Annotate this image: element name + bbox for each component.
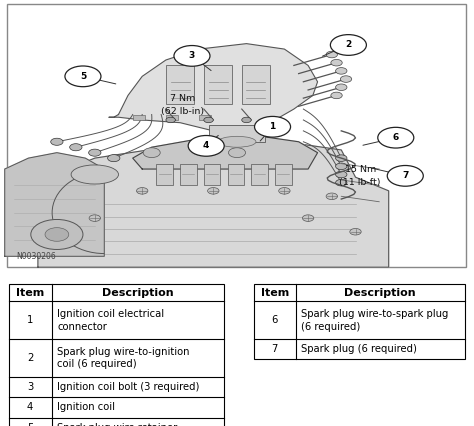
Text: N0030206: N0030206 bbox=[17, 252, 56, 261]
Circle shape bbox=[336, 171, 347, 178]
Bar bbox=[180, 164, 197, 185]
Circle shape bbox=[108, 155, 120, 162]
Circle shape bbox=[166, 117, 175, 123]
Circle shape bbox=[336, 179, 347, 186]
Text: 7: 7 bbox=[402, 171, 409, 180]
Circle shape bbox=[174, 46, 210, 66]
Circle shape bbox=[228, 148, 246, 158]
Text: 6: 6 bbox=[272, 315, 278, 325]
Bar bbox=[204, 66, 232, 104]
Bar bbox=[204, 164, 220, 185]
Text: Description: Description bbox=[102, 288, 174, 297]
Circle shape bbox=[242, 117, 251, 123]
Circle shape bbox=[336, 84, 347, 90]
Bar bbox=[275, 164, 292, 185]
Circle shape bbox=[330, 35, 366, 55]
Text: 4: 4 bbox=[27, 403, 33, 412]
Circle shape bbox=[326, 51, 337, 58]
Text: 4: 4 bbox=[203, 141, 210, 150]
Text: 5: 5 bbox=[27, 423, 33, 426]
Text: Ignition coil bolt (3 required): Ignition coil bolt (3 required) bbox=[57, 382, 200, 392]
Ellipse shape bbox=[71, 165, 118, 184]
Text: 3: 3 bbox=[189, 52, 195, 60]
Circle shape bbox=[336, 68, 347, 74]
Bar bbox=[254, 284, 465, 360]
Text: 15 Nm
(11 lb-ft): 15 Nm (11 lb-ft) bbox=[339, 165, 381, 187]
Text: Description: Description bbox=[344, 288, 416, 297]
Circle shape bbox=[188, 135, 224, 156]
Bar bbox=[251, 164, 268, 185]
Text: 1: 1 bbox=[27, 315, 33, 325]
Circle shape bbox=[350, 228, 361, 235]
Text: 2: 2 bbox=[345, 40, 352, 49]
Text: 6: 6 bbox=[392, 133, 399, 142]
Circle shape bbox=[65, 66, 101, 87]
Polygon shape bbox=[109, 43, 318, 136]
Bar bbox=[156, 164, 173, 185]
Circle shape bbox=[336, 155, 347, 161]
Circle shape bbox=[89, 149, 101, 156]
Text: Spark plug wire retainer: Spark plug wire retainer bbox=[57, 423, 178, 426]
Bar bbox=[133, 115, 145, 120]
Text: Spark plug wire-to-ignition
coil (6 required): Spark plug wire-to-ignition coil (6 requ… bbox=[57, 346, 190, 369]
Circle shape bbox=[331, 92, 342, 99]
Circle shape bbox=[331, 60, 342, 66]
Bar bbox=[242, 66, 270, 104]
Circle shape bbox=[143, 148, 160, 158]
Circle shape bbox=[31, 219, 83, 250]
Bar bbox=[228, 164, 244, 185]
Circle shape bbox=[70, 144, 82, 151]
Text: 1: 1 bbox=[269, 122, 276, 131]
Circle shape bbox=[208, 187, 219, 194]
Ellipse shape bbox=[218, 136, 256, 147]
Text: 7 Nm
(62 lb-in): 7 Nm (62 lb-in) bbox=[161, 94, 204, 116]
Bar bbox=[166, 115, 178, 120]
Circle shape bbox=[378, 127, 414, 148]
Bar bbox=[166, 66, 194, 104]
Text: 2: 2 bbox=[27, 353, 33, 363]
Text: Ignition coil: Ignition coil bbox=[57, 403, 115, 412]
Text: Item: Item bbox=[261, 288, 289, 297]
Text: Spark plug (6 required): Spark plug (6 required) bbox=[301, 344, 417, 354]
Circle shape bbox=[51, 138, 63, 145]
Circle shape bbox=[340, 76, 352, 82]
Circle shape bbox=[45, 227, 69, 241]
Text: Item: Item bbox=[16, 288, 44, 297]
Polygon shape bbox=[133, 136, 318, 169]
Bar bbox=[9, 284, 224, 426]
Circle shape bbox=[279, 187, 290, 194]
Bar bbox=[209, 125, 265, 142]
Circle shape bbox=[302, 215, 314, 222]
Circle shape bbox=[89, 215, 100, 222]
Text: Ignition coil electrical
connector: Ignition coil electrical connector bbox=[57, 309, 164, 331]
Text: 5: 5 bbox=[80, 72, 86, 81]
Circle shape bbox=[255, 116, 291, 137]
Text: 3: 3 bbox=[27, 382, 33, 392]
Polygon shape bbox=[38, 142, 389, 267]
Bar bbox=[199, 115, 211, 120]
Circle shape bbox=[326, 193, 337, 199]
Circle shape bbox=[137, 187, 148, 194]
Text: Spark plug wire-to-spark plug
(6 required): Spark plug wire-to-spark plug (6 require… bbox=[301, 309, 449, 331]
Circle shape bbox=[387, 165, 423, 186]
Circle shape bbox=[336, 163, 347, 170]
Polygon shape bbox=[5, 153, 104, 256]
Text: 7: 7 bbox=[272, 344, 278, 354]
Circle shape bbox=[204, 117, 213, 123]
